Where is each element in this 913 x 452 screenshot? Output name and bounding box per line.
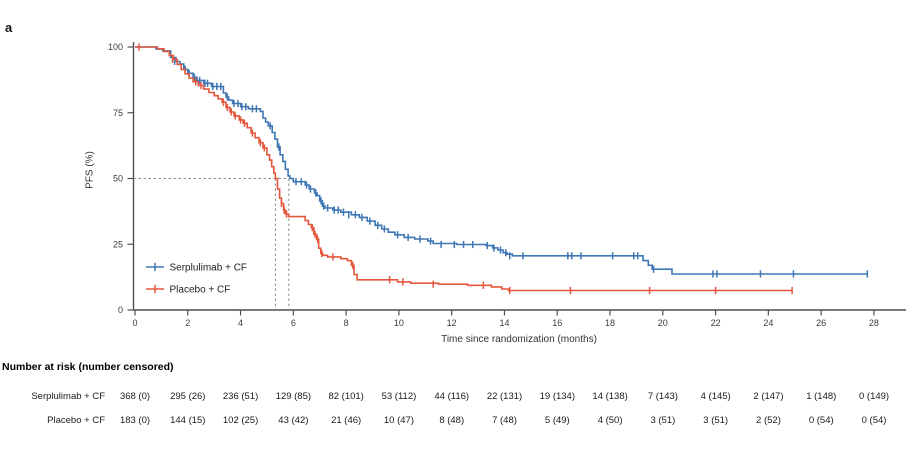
risk-cell: 129 (85) <box>275 391 312 402</box>
risk-cell: 1 (148) <box>806 391 837 402</box>
x-tick-label: 0 <box>132 318 137 328</box>
risk-cell: 22 (131) <box>486 391 523 402</box>
risk-cell: 43 (42) <box>278 415 309 426</box>
risk-cell: 4 (50) <box>597 415 623 426</box>
y-tick-label: 0 <box>118 305 123 315</box>
risk-row-placebo: Placebo + CF 183 (0) 144 (15) 102 (25) 43 (… <box>0 415 913 428</box>
x-tick-label: 8 <box>344 318 349 328</box>
risk-row-label: Serplulimab + CF <box>31 391 105 402</box>
x-tick-label: 26 <box>816 318 826 328</box>
y-tick-label: 50 <box>113 174 123 184</box>
risk-cell: 3 (51) <box>650 415 676 426</box>
risk-row-label: Placebo + CF <box>47 415 105 426</box>
risk-cell: 0 (54) <box>861 415 887 426</box>
x-tick-label: 18 <box>605 318 615 328</box>
x-tick-label: 14 <box>499 318 509 328</box>
risk-cell: 14 (138) <box>592 391 628 402</box>
x-tick-label: 2 <box>185 318 190 328</box>
risk-cell: 295 (26) <box>170 391 206 402</box>
y-tick-label: 25 <box>113 239 123 249</box>
risk-cell: 236 (51) <box>222 391 259 402</box>
risk-cell: 102 (25) <box>222 415 259 426</box>
risk-cell: 0 (149) <box>858 391 890 402</box>
risk-cell: 4 (145) <box>700 391 731 402</box>
x-tick-label: 10 <box>394 318 404 328</box>
km-curve-serplulimab-cf <box>135 46 868 275</box>
risk-cell: 19 (134) <box>539 391 575 402</box>
censor-marks-placebo-cf <box>138 43 793 295</box>
risk-cell: 7 (48) <box>492 415 517 426</box>
risk-row-serplulimab: Serplulimab + CF 368 (0) 295 (26) 236 (51)… <box>0 391 913 404</box>
x-axis-title: Time since randomization (months) <box>441 334 597 345</box>
risk-cell: 368 (0) <box>119 391 151 402</box>
legend-item-serplulimab-cf: Serplulimab + CF <box>146 263 247 274</box>
risk-cell: 8 (48) <box>439 415 465 426</box>
risk-cell: 2 (52) <box>756 415 781 426</box>
risk-cell: 144 (15) <box>170 415 206 426</box>
x-tick-label: 6 <box>291 318 296 328</box>
risk-cell: 183 (0) <box>119 415 151 426</box>
x-tick-label: 28 <box>869 318 879 328</box>
risk-cell: 3 (51) <box>703 415 729 426</box>
risk-cell: 10 (47) <box>383 415 414 426</box>
x-tick-label: 22 <box>711 318 721 328</box>
x-tick-label: 12 <box>447 318 457 328</box>
legend-label: Serplulimab + CF <box>170 263 248 274</box>
x-tick-label: 20 <box>658 318 668 328</box>
km-curve-placebo-cf <box>135 46 793 292</box>
risk-cell: 21 (46) <box>331 415 362 426</box>
y-tick-label: 100 <box>108 42 123 52</box>
risk-cell: 82 (101) <box>328 391 364 402</box>
risk-table-title: Number at risk (number censored) <box>2 361 174 373</box>
y-tick-label: 75 <box>113 108 123 118</box>
legend-item-placebo-cf: Placebo + CF <box>146 285 230 296</box>
x-tick-label: 24 <box>763 318 773 328</box>
risk-cell: 7 (143) <box>647 391 678 402</box>
risk-cell: 5 (49) <box>544 415 570 426</box>
legend-label: Placebo + CF <box>170 285 231 296</box>
y-axis-title: PFS (%) <box>84 151 96 189</box>
panel-label: a <box>5 20 13 35</box>
censor-marks-serplulimab-cf <box>173 57 869 278</box>
x-tick-label: 4 <box>238 318 243 328</box>
risk-cell: 44 (116) <box>434 391 470 402</box>
x-tick-label: 16 <box>552 318 562 328</box>
risk-cell: 2 (147) <box>753 391 784 402</box>
risk-cell: 53 (112) <box>381 391 417 402</box>
risk-cell: 0 (54) <box>808 415 834 426</box>
